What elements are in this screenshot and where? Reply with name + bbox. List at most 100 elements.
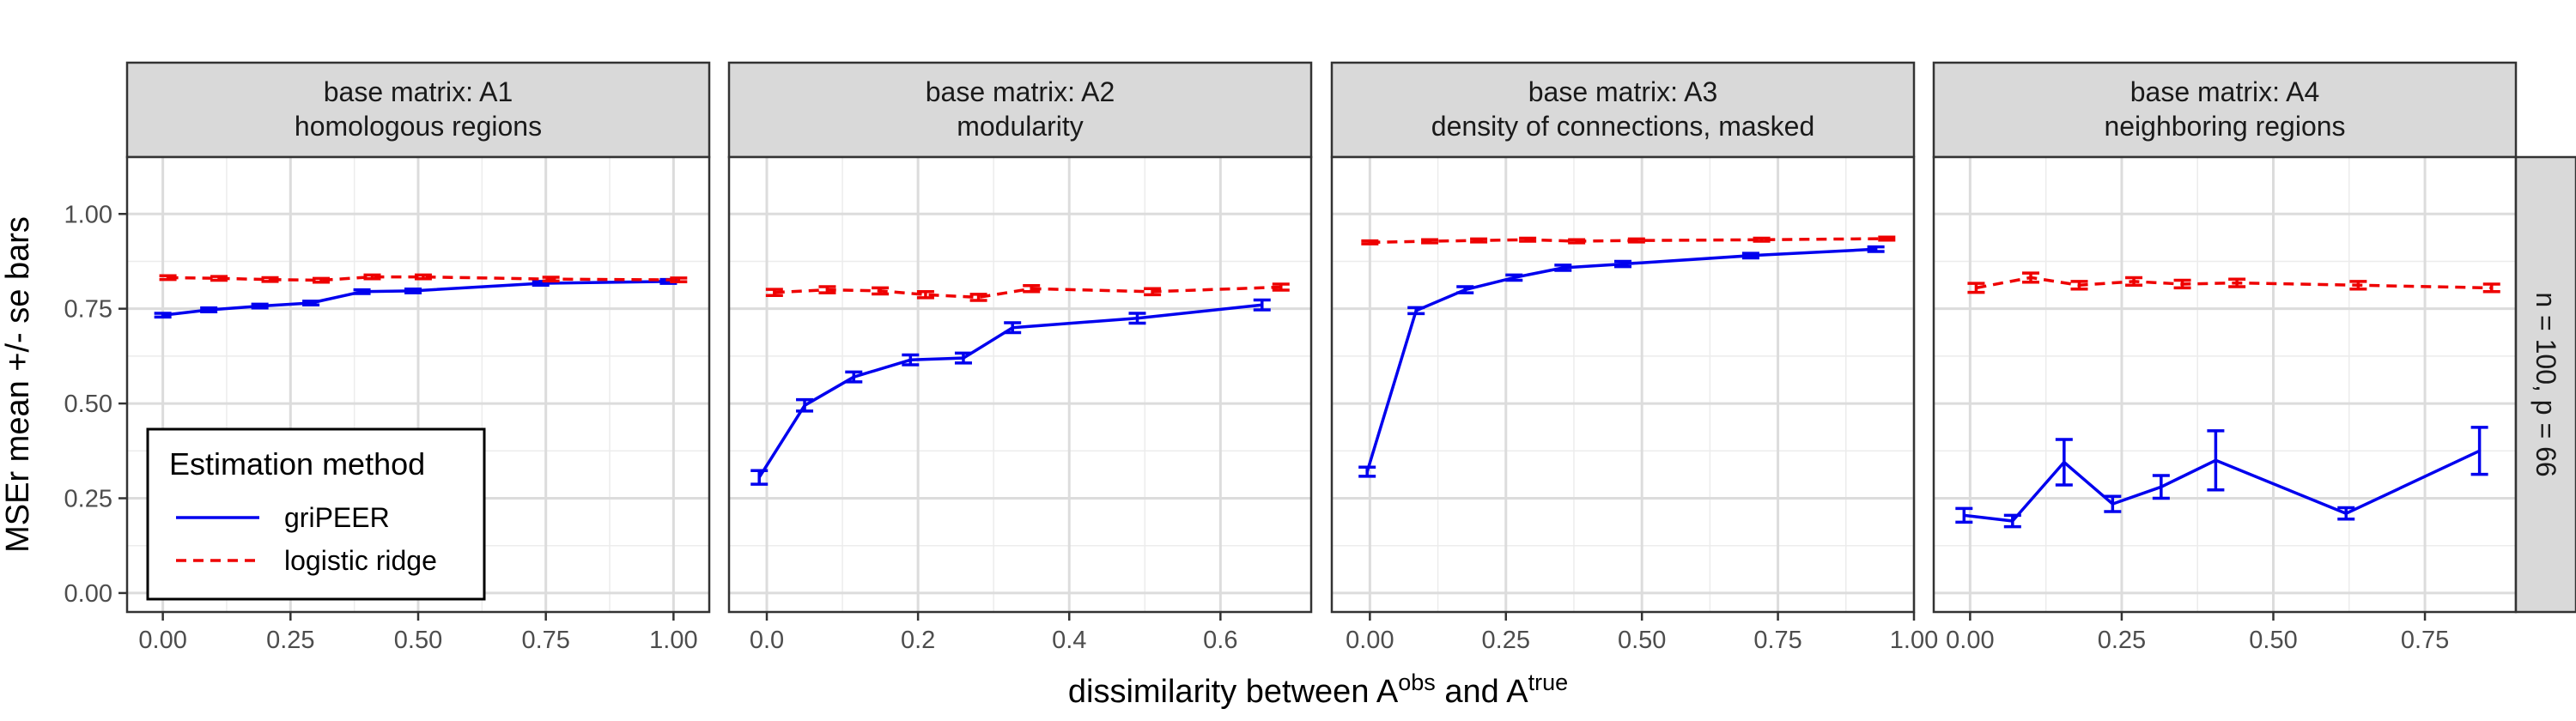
error-bar-gripeer [2003,513,2021,529]
x-tick-label: 0.2 [901,627,935,654]
series-line-logistic-ridge [1976,276,2492,290]
y-tick-label: 0.50 [64,391,112,418]
legend-box [146,427,486,601]
legend-title: Estimation method [169,446,425,482]
error-bar-logistic-ridge [1361,239,1379,245]
series-line-logistic-ridge [1370,237,1887,245]
y-axis-title: MSEr mean +/- se bars [0,216,36,553]
error-bar-logistic-ridge [1023,283,1041,294]
series-line-logistic-ridge [167,275,679,282]
x-axis-title: dissimilarity between Aobs and Atrue [1068,670,1568,710]
series-line-gripeer [1964,449,2481,523]
legend-label-logistic-ridge: logistic ridge [284,545,437,576]
row-strip: n = 100, p = 66 [2514,155,2576,614]
error-bar-logistic-ridge [1272,282,1290,292]
x-tick-label: 0.25 [1482,627,1530,654]
series-gripeer [750,298,1271,486]
series-logistic-ridge [1361,235,1896,245]
x-tick-label: 0.75 [521,627,569,654]
error-bar-logistic-ridge [1144,287,1162,297]
panel-border [727,155,1313,614]
error-bar-gripeer [954,351,972,365]
error-bar-gripeer [2152,474,2170,500]
error-bar-gripeer [1004,321,1022,335]
error-bar-gripeer [2207,429,2225,492]
panel-strip [727,61,1313,159]
error-bar-gripeer [302,300,320,306]
error-bar-logistic-ridge [159,274,177,282]
error-bar-gripeer [1456,285,1474,294]
error-bar-gripeer [1253,298,1271,312]
error-bar-gripeer [2055,438,2073,487]
error-bar-logistic-ridge [2228,277,2246,288]
x-axis-title-sup-obs: obs [1398,670,1436,695]
error-bar-gripeer [2470,426,2488,476]
error-bar-logistic-ridge [414,273,432,281]
x-tick-label: 0.50 [394,627,442,654]
error-bar-logistic-ridge [1627,237,1645,244]
error-bar-gripeer [1128,312,1146,325]
panel-strip-subtitle: neighboring regions [2104,111,2345,142]
panel-border [1330,155,1916,614]
error-bar-logistic-ridge [1568,238,1586,245]
panel-plot-area [729,157,1311,612]
x-axis-title-middle: and A [1436,674,1528,710]
error-bar-gripeer [1407,306,1425,316]
error-bar-gripeer [902,353,920,367]
error-bar-gripeer [154,312,172,319]
error-bar-logistic-ridge [210,275,228,282]
error-bar-logistic-ridge [1519,236,1537,243]
x-tick-label: 0.00 [1946,627,1994,654]
error-bar-gripeer [1554,264,1572,272]
panel-strip-subtitle: modularity [957,111,1084,142]
x-tick-label: 0.4 [1052,627,1086,654]
error-bar-logistic-ridge [363,273,381,281]
error-bar-logistic-ridge [969,293,987,302]
panel-strip-subtitle: homologous regions [295,111,542,142]
error-bar-logistic-ridge [1878,235,1896,242]
x-axis-title-sup-true: true [1528,670,1569,695]
row-strip-label: n = 100, p = 66 [2530,292,2561,476]
panel-strip-title: base matrix: A1 [324,76,513,107]
error-bar-logistic-ridge [261,276,279,283]
panel-strip-subtitle: density of connections, masked [1431,111,1814,142]
error-bar-logistic-ridge [765,288,783,297]
panel-strip [125,61,711,159]
panel-plot-area [1332,157,1914,612]
error-bar-logistic-ridge [1421,238,1439,245]
x-tick-label: 0.6 [1203,627,1237,654]
series-logistic-ridge [765,282,1290,302]
error-bar-gripeer [845,370,863,384]
y-tick-label: 0.25 [64,486,112,513]
error-bar-logistic-ridge [2022,271,2039,284]
panel-2: base matrix: A2 modularity 0.0 0.2 0.4 0.6 [727,61,1313,654]
series-gripeer [1955,426,2488,529]
error-bar-gripeer [1614,259,1631,269]
x-tick-label: 0.50 [1618,627,1666,654]
error-bar-logistic-ridge [1753,236,1771,243]
error-bar-logistic-ridge [2173,278,2191,290]
legend: Estimation method griPEER logistic ridge [146,427,486,601]
x-tick-label: 0.0 [750,627,784,654]
series-line-logistic-ridge [774,285,1281,300]
series-gripeer [1358,245,1885,478]
row-strip-box [2514,155,2576,614]
error-bar-logistic-ridge [670,276,688,284]
error-bar-gripeer [750,469,769,486]
error-bar-logistic-ridge [2070,280,2088,291]
error-bar-gripeer [1505,273,1523,282]
panel-strip [1330,61,1916,159]
error-bar-logistic-ridge [872,286,890,296]
panel-strip-title: base matrix: A4 [2130,76,2320,107]
error-bar-logistic-ridge [2482,282,2500,294]
series-logistic-ridge [159,273,688,284]
x-tick-label: 1.00 [1890,627,1938,654]
error-bar-logistic-ridge [1967,282,1985,294]
error-bar-logistic-ridge [542,276,560,283]
panel-plot-area [1934,157,2516,612]
x-tick-label: 0.00 [1346,627,1394,654]
error-bar-gripeer [2337,506,2355,521]
x-tick-label: 0.75 [1753,627,1801,654]
error-bar-gripeer [796,397,814,413]
